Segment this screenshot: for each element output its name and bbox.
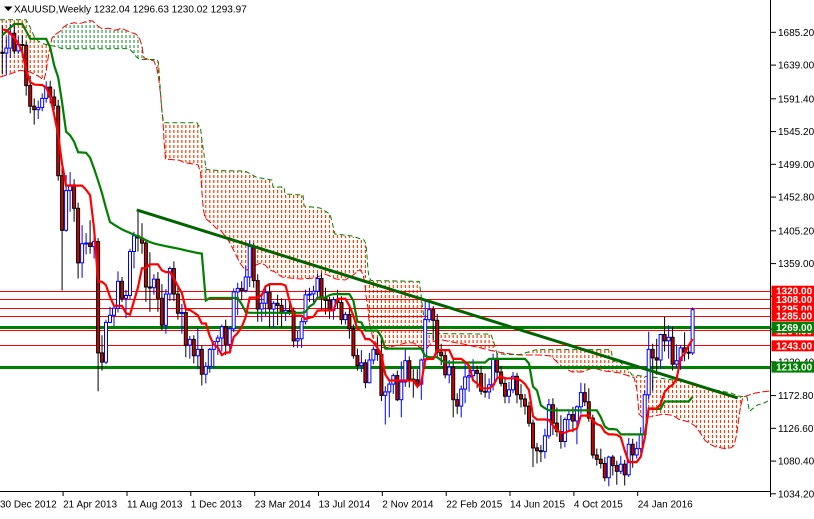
svg-text:1269.00: 1269.00 [776,323,813,334]
svg-text:21 Apr 2013: 21 Apr 2013 [63,500,117,511]
svg-text:1591.40: 1591.40 [778,94,814,105]
svg-text:24 Jan 2016: 24 Jan 2016 [638,500,693,511]
svg-text:XAUUSD,Weekly 1232.04 1296.63: XAUUSD,Weekly 1232.04 1296.63 1230.02 12… [14,5,247,16]
svg-text:23 Mar 2014: 23 Mar 2014 [255,500,312,511]
svg-text:1405.20: 1405.20 [778,226,814,237]
svg-text:1080.40: 1080.40 [778,457,814,468]
svg-text:1213.00: 1213.00 [776,363,813,374]
svg-text:1359.00: 1359.00 [778,259,814,270]
svg-text:1452.80: 1452.80 [778,193,814,204]
svg-text:30 Dec 2012: 30 Dec 2012 [0,500,57,511]
svg-text:1243.00: 1243.00 [776,341,813,352]
svg-text:11 Aug 2013: 11 Aug 2013 [127,500,183,511]
svg-text:1 Dec 2013: 1 Dec 2013 [191,500,243,511]
svg-text:14 Jun 2015: 14 Jun 2015 [510,500,565,511]
svg-text:1126.60: 1126.60 [778,424,814,435]
svg-text:1685.20: 1685.20 [778,28,814,39]
svg-text:1034.20: 1034.20 [778,489,814,500]
svg-text:4 Oct 2015: 4 Oct 2015 [574,500,623,511]
svg-text:13 Jul 2014: 13 Jul 2014 [319,500,371,511]
svg-text:1499.00: 1499.00 [778,160,814,171]
svg-text:1172.80: 1172.80 [778,391,814,402]
svg-text:1545.20: 1545.20 [778,127,814,138]
svg-text:1285.00: 1285.00 [776,312,813,323]
svg-text:22 Feb 2015: 22 Feb 2015 [446,500,503,511]
svg-text:1639.00: 1639.00 [778,61,814,72]
svg-text:2 Nov 2014: 2 Nov 2014 [382,500,434,511]
